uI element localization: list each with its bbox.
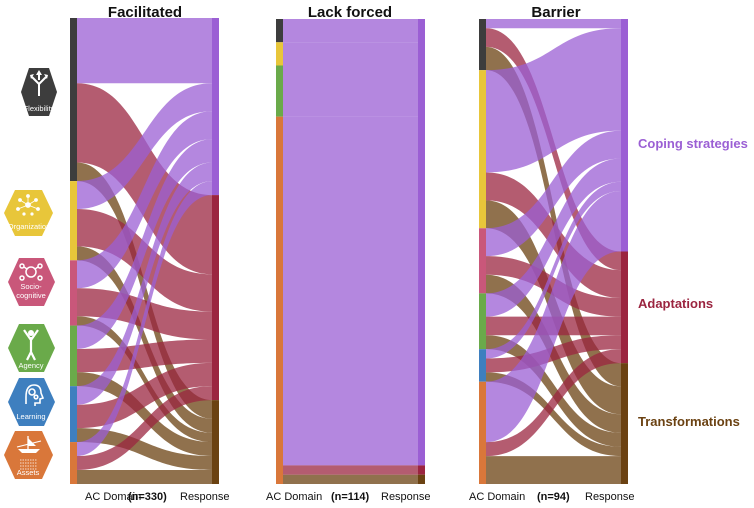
flow-socio-cognitive-to-coping (77, 111, 212, 289)
flow-learning-to-transformation (77, 428, 212, 471)
response-bar-transformation (621, 363, 628, 484)
flow-agency-to-transformation (77, 372, 212, 457)
flow-socio-cognitive-to-coping (486, 130, 621, 257)
domain-bar-socio-cognitive (479, 228, 486, 294)
domain-bar-socio-cognitive (70, 260, 77, 326)
flow-assets-to-coping (77, 181, 212, 457)
left-axis-label: AC Domain (266, 491, 322, 503)
flow-learning-to-coping (77, 162, 212, 405)
domain-bar-organization (479, 70, 486, 229)
domain-bar-agency (276, 65, 283, 117)
sample-size-label: (n=94) (537, 491, 570, 503)
legend-organization-label: Organization (8, 222, 51, 231)
left-axis-label: AC Domain (85, 491, 141, 503)
legend-flexibility-label: Flexibility (24, 104, 55, 113)
flow-organization-to-coping (486, 28, 621, 173)
flow-assets-to-adaptation (486, 349, 621, 457)
flow-agency-to-coping (77, 139, 212, 349)
flow-flexibility-to-coping (77, 18, 212, 84)
legend-flexibility: Flexibility (21, 68, 57, 116)
response-bar-adaptation (418, 465, 425, 475)
head-gears-icon (25, 384, 45, 406)
flow-organization-to-transformation (77, 246, 212, 433)
legend-socio-cognitive-label-2: cognitive (16, 291, 46, 300)
flow-flexibility-to-coping (283, 19, 418, 43)
panel-facilitated: Facilitated AC Domain (n=330) Response (70, 4, 230, 503)
panel-title: Lack forced (308, 4, 392, 21)
domain-bar-assets (479, 381, 486, 484)
network-icon (16, 194, 40, 216)
response-bar-coping (418, 19, 425, 466)
domain-bar-learning (479, 349, 486, 382)
flow-assets-to-adaptation (77, 386, 212, 471)
panel-barrier: Barrier AC Domain (n=94) Response (469, 4, 635, 503)
flow-agency-to-transformation (486, 335, 621, 447)
legend-organization: Organization (4, 190, 53, 236)
flow-learning-to-transformation (486, 372, 621, 457)
flow-organization-to-coping (283, 42, 418, 66)
flow-learning-to-adaptation (77, 362, 212, 429)
legend-assets: Assets (4, 431, 53, 479)
right-axis-label: Response (381, 491, 431, 503)
legend-assets-label: Assets (17, 468, 40, 477)
panel-lack-forced: Lack forced AC Domain (n=114) Response (266, 4, 431, 503)
flow-flexibility-to-coping (486, 19, 621, 29)
flow-organization-to-coping (77, 83, 212, 210)
legend-agency-label: Agency (18, 361, 43, 370)
response-bar-coping (621, 19, 628, 252)
domain-legend: Flexibility Organization (4, 68, 57, 479)
domain-bar-learning (70, 386, 77, 443)
flow-socio-cognitive-to-transformation (77, 316, 212, 443)
domain-bar-agency (479, 293, 486, 350)
legend-agency: Agency (8, 324, 55, 372)
domain-bar-flexibility (70, 18, 77, 182)
domain-bar-assets (70, 442, 77, 484)
flow-learning-to-coping (486, 181, 621, 359)
sample-size-label: (n=330) (128, 491, 167, 503)
flow-assets-to-transformation (283, 474, 418, 484)
head-cogs-icon (19, 263, 43, 281)
legend-socio-cognitive: Socio- cognitive (8, 258, 55, 306)
flow-assets-to-transformation (486, 456, 621, 484)
boat-icon (16, 436, 42, 470)
flow-assets-to-coping (283, 116, 418, 466)
flow-socio-cognitive-to-adaptation (486, 256, 621, 317)
response-bar-transformation (418, 474, 425, 484)
legend-learning-label: Learning (16, 412, 45, 421)
response-label-coping: Coping strategies (638, 136, 748, 151)
domain-bar-flexibility (276, 19, 283, 43)
flow-flexibility-to-transformation (486, 46, 621, 387)
flow-agency-to-coping (283, 65, 418, 117)
response-bar-adaptation (621, 251, 628, 364)
response-label-adaptation: Adaptations (638, 296, 713, 311)
domain-bar-flexibility (479, 19, 486, 71)
flow-assets-to-transformation (77, 470, 212, 484)
domain-bar-organization (276, 42, 283, 66)
legend-socio-cognitive-label-1: Socio- (20, 282, 42, 291)
right-axis-label: Response (180, 491, 230, 503)
flow-assets-to-coping (486, 191, 621, 443)
domain-bar-assets (276, 116, 283, 485)
flow-organization-to-adaptation (77, 209, 212, 312)
response-bar-transformation (212, 400, 219, 484)
right-axis-label: Response (585, 491, 635, 503)
panel-title: Barrier (531, 4, 580, 21)
response-bar-coping (212, 18, 219, 196)
flow-agency-to-coping (486, 158, 621, 317)
sample-size-label: (n=114) (331, 491, 370, 503)
flow-flexibility-to-adaptation (77, 83, 212, 275)
legend-learning: Learning (8, 378, 55, 426)
domain-bar-organization (70, 181, 77, 261)
diverging-arrows-icon (30, 70, 48, 96)
flow-assets-to-adaptation (283, 465, 418, 475)
response-label-transformation: Transformations (638, 414, 740, 429)
panel-title: Facilitated (108, 4, 182, 21)
left-axis-label: AC Domain (469, 491, 525, 503)
response-bar-adaptation (212, 195, 219, 401)
person-raised-arms-icon (23, 329, 39, 361)
domain-bar-agency (70, 325, 77, 387)
